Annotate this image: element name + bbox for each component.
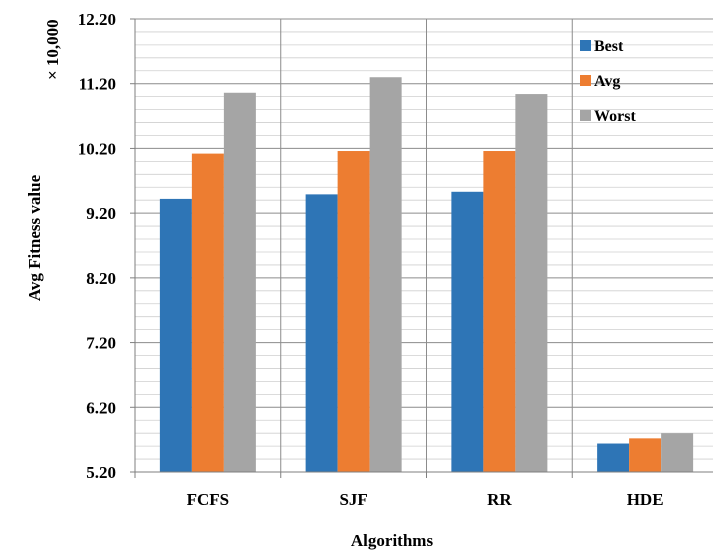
y-tick-label: 12.20 [78,10,116,29]
x-tick-label: SJF [339,490,367,509]
y-tick-label: 9.20 [86,204,116,223]
bar-worst-fcfs [223,92,256,472]
bar-avg-hde [629,438,662,472]
y-scale-note: × 10,000 [43,19,62,80]
legend-swatch-avg [580,75,591,86]
legend-swatch-best [580,40,591,51]
bar-worst-hde [661,433,694,472]
y-tick-label: 10.20 [78,139,116,158]
axes [130,18,713,478]
y-axis-title: Avg Fitness value [25,174,44,301]
y-tick-label: 7.20 [86,334,116,353]
x-tick-label: HDE [627,490,664,509]
bar-avg-sjf [337,151,370,472]
y-tick-labels: 5.20 6.20 7.20 8.20 9.20 10.20 11.20 12.20 [78,10,116,482]
bar-avg-fcfs [191,153,224,472]
bars [159,77,694,473]
bar-best-fcfs [159,198,192,473]
y-tick-label: 5.20 [86,463,116,482]
legend: Best Avg Worst [580,38,636,125]
legend-label-worst: Worst [594,108,636,125]
y-tick-label: 8.20 [86,269,116,288]
x-tick-label: RR [487,490,512,509]
bar-worst-rr [515,94,548,472]
bar-worst-sjf [369,77,402,472]
y-tick-label: 11.20 [79,75,116,94]
bar-avg-rr [483,151,516,472]
legend-label-best: Best [594,38,624,55]
bar-best-hde [597,443,630,472]
x-tick-labels: FCFS SJF RR HDE [187,490,664,509]
bar-best-sjf [305,194,338,472]
bar-best-rr [451,191,484,472]
legend-swatch-worst [580,110,591,121]
y-tick-label: 6.20 [86,398,116,417]
x-tick-label: FCFS [187,490,230,509]
legend-label-avg: Avg [594,73,620,90]
category-separators [280,19,573,472]
x-axis-title: Algorithms [351,531,434,550]
